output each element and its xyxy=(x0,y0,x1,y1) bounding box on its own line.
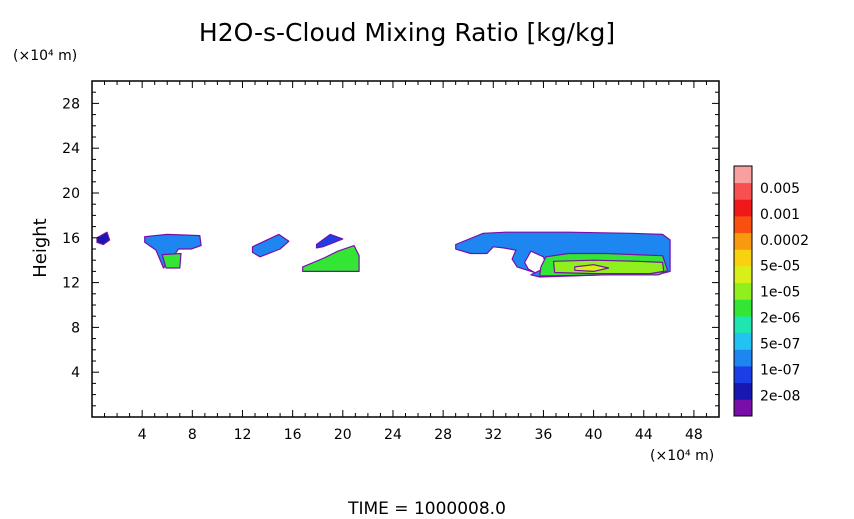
colorbar-frame xyxy=(733,165,753,417)
colorbar-label: 5e-07 xyxy=(760,337,800,353)
x-tick-label: 4 xyxy=(138,427,147,443)
mixing-ratio-region xyxy=(251,233,290,258)
x-tick-label: 44 xyxy=(635,427,653,443)
y-tick-label: 4 xyxy=(71,365,80,381)
y-tick-label: 20 xyxy=(62,186,80,202)
chart-title: H2O-s-Cloud Mixing Ratio [kg/kg] xyxy=(199,18,615,47)
x-tick-label: 8 xyxy=(188,427,197,443)
x-tick-label: 16 xyxy=(284,427,302,443)
colorbar-swatch xyxy=(734,299,752,317)
y-tick-labels: 4 8 12 16 20 24 28 xyxy=(62,96,80,381)
colorbar-label: 5e-05 xyxy=(760,259,800,275)
mixing-ratio-region xyxy=(574,264,610,272)
mixing-ratio-region xyxy=(144,233,202,269)
axis-ticks xyxy=(92,81,719,417)
colorbar-label: 0.0002 xyxy=(760,233,809,249)
colorbar-label: 2e-06 xyxy=(760,311,800,327)
mixing-ratio-region xyxy=(552,259,665,275)
colorbar-label: 1e-05 xyxy=(760,285,800,301)
x-tick-label: 12 xyxy=(234,427,252,443)
x-tick-label: 28 xyxy=(434,427,452,443)
colorbar-label: 2e-08 xyxy=(760,388,800,404)
x-tick-label: 24 xyxy=(384,427,402,443)
y-tick-label: 16 xyxy=(62,231,80,247)
x-unit-label: (×10⁴ m) xyxy=(650,448,714,464)
colorbar-swatch xyxy=(734,166,752,184)
colorbar-swatch xyxy=(734,399,752,417)
mixing-ratio-region xyxy=(302,245,360,272)
colorbar-labels: 0.005 0.001 0.0002 5e-05 1e-05 2e-06 5e-07 1e-0… xyxy=(760,181,809,404)
colorbar-swatch xyxy=(734,182,752,200)
mixing-ratio-region xyxy=(315,233,344,249)
y-tick-label: 12 xyxy=(62,276,80,292)
colorbar-swatch xyxy=(734,366,752,384)
colorbar-swatch xyxy=(734,282,752,300)
x-tick-label: 48 xyxy=(685,427,703,443)
y-unit-label: (×10⁴ m) xyxy=(13,48,77,64)
colorbar-label: 0.001 xyxy=(760,207,800,223)
y-tick-label: 8 xyxy=(71,320,80,336)
x-tick-labels: 4 8 12 16 20 24 28 32 36 40 44 48 xyxy=(138,427,703,443)
plot-area xyxy=(96,231,671,278)
colorbar-label: 0.005 xyxy=(760,181,800,197)
colorbar-swatch xyxy=(734,216,752,234)
colorbar-swatch xyxy=(734,316,752,334)
y-tick-label: 28 xyxy=(62,96,80,112)
colorbar-label: 1e-07 xyxy=(760,362,800,378)
time-label: TIME = 1000008.0 xyxy=(347,499,506,519)
x-tick-label: 20 xyxy=(334,427,352,443)
y-tick-label: 24 xyxy=(62,141,80,157)
mixing-ratio-region xyxy=(96,231,111,246)
colorbar-swatch xyxy=(734,382,752,400)
colorbar-swatch xyxy=(734,266,752,284)
colorbar-swatch xyxy=(734,349,752,367)
colorbar xyxy=(733,165,753,417)
colorbar-swatch xyxy=(734,232,752,250)
x-tick-label: 40 xyxy=(585,427,603,443)
colorbar-swatch xyxy=(734,332,752,350)
x-tick-label: 36 xyxy=(535,427,553,443)
y-axis-label: Height xyxy=(30,218,51,278)
mixing-ratio-region xyxy=(161,252,182,269)
colorbar-swatch xyxy=(734,199,752,217)
x-tick-label: 32 xyxy=(484,427,502,443)
colorbar-swatch xyxy=(734,249,752,267)
